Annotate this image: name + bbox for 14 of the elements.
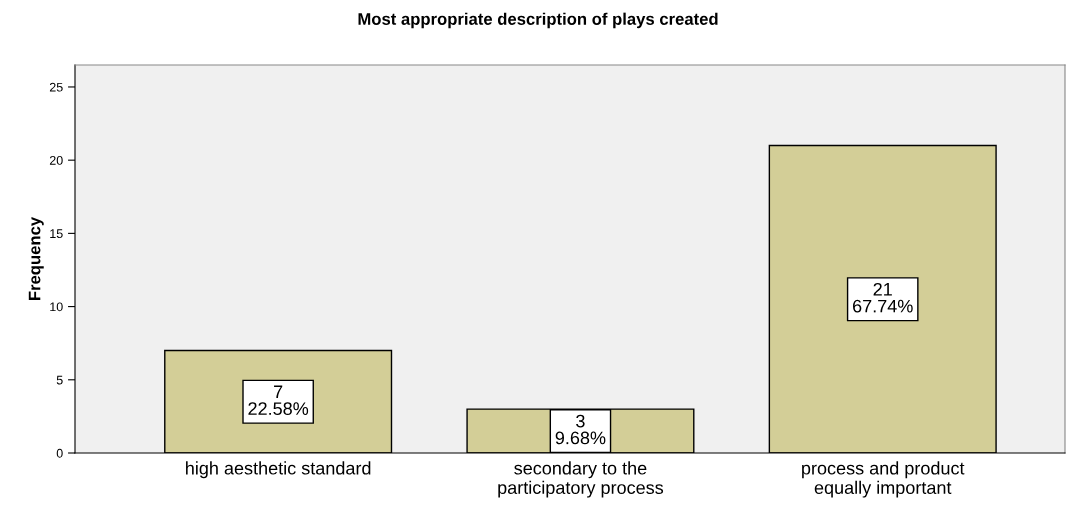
y-tick-label: 25 bbox=[49, 82, 63, 92]
y-tick-label: 0 bbox=[56, 448, 63, 458]
x-tick-label: high aesthetic standard bbox=[186, 461, 371, 479]
x-tick-label: secondary to the participatory process bbox=[498, 461, 664, 498]
y-tick-label: 15 bbox=[50, 229, 63, 239]
y-tick-label: 5 bbox=[56, 375, 63, 385]
data-label: 3 9.68% bbox=[555, 414, 606, 445]
data-label: 7 22.58% bbox=[248, 385, 309, 416]
y-axis-title: Frequency bbox=[28, 216, 44, 301]
y-tick-label: 20 bbox=[49, 155, 63, 165]
y-tick-label: 10 bbox=[50, 302, 63, 312]
x-tick-label: process and product equally important bbox=[802, 461, 965, 498]
chart-title: Most appropriate description of plays created bbox=[358, 12, 718, 29]
data-label: 21 67.74% bbox=[853, 282, 913, 313]
